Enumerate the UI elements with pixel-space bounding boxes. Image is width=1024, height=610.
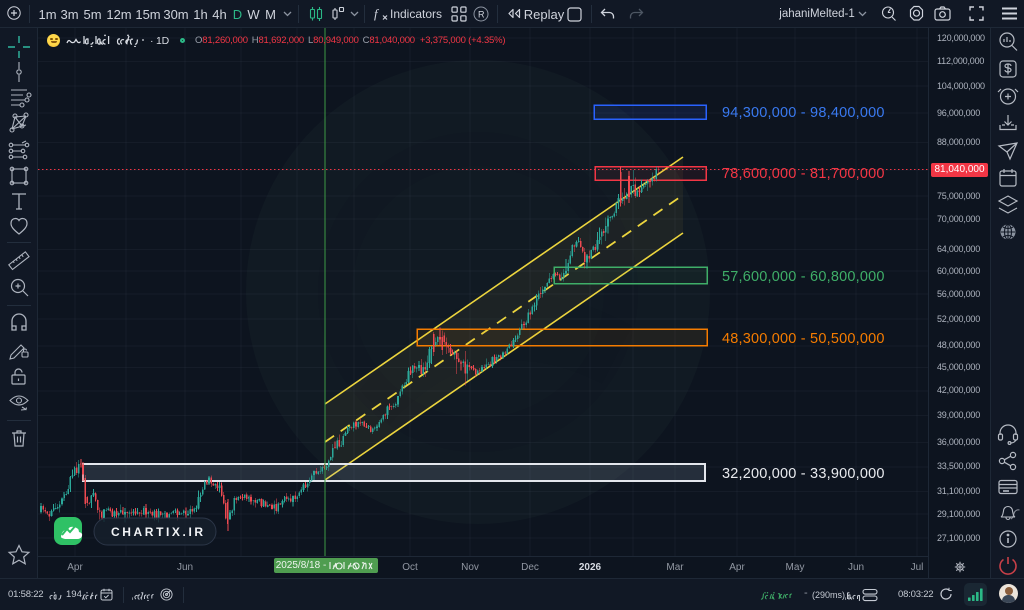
svg-text:57,600,000 - 60,800,000: 57,600,000 - 60,800,000 — [722, 269, 885, 285]
svg-text:CHARTIX.IR: CHARTIX.IR — [111, 525, 206, 539]
svg-text:R: R — [478, 10, 485, 20]
svg-text:48,300,000 - 50,500,000: 48,300,000 - 50,500,000 — [722, 331, 885, 347]
svg-text:32,200,000 - 33,900,000: 32,200,000 - 33,900,000 — [722, 466, 885, 482]
svg-text:f: f — [374, 6, 380, 21]
svg-text:78,600,000 - 81,700,000: 78,600,000 - 81,700,000 — [722, 166, 885, 182]
svg-text:94,300,000 - 98,400,000: 94,300,000 - 98,400,000 — [722, 105, 885, 121]
